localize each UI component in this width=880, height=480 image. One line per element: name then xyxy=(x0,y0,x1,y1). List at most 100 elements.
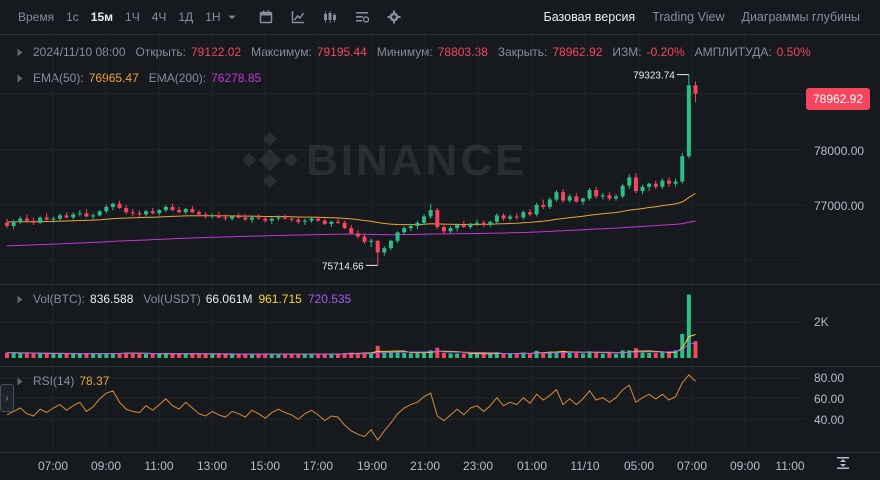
view-basic[interactable]: Базовая версия xyxy=(543,10,636,24)
time-tick: 07:00 xyxy=(676,459,708,473)
candle-body xyxy=(633,177,638,192)
candle-body xyxy=(402,228,407,233)
chevron-down-icon[interactable] xyxy=(227,10,237,24)
candle-body xyxy=(223,217,228,219)
time-tick: 07:00 xyxy=(37,459,69,473)
interval-1s[interactable]: 1с xyxy=(66,10,79,24)
volume-bar xyxy=(256,354,261,358)
sidebar-expand-handle[interactable]: › xyxy=(0,384,14,412)
candlestick-icon[interactable] xyxy=(323,10,337,24)
volume-bar xyxy=(680,333,685,358)
candle-body xyxy=(236,216,241,218)
volume-bar xyxy=(388,352,393,358)
volume-bar xyxy=(375,345,380,358)
amplitude-label: АМПЛИТУДА: xyxy=(694,45,772,59)
volume-bar xyxy=(355,353,360,358)
candle-body xyxy=(18,218,23,222)
time-label[interactable]: Время xyxy=(18,10,55,24)
high-low-markers: 79323.74 75714.66 xyxy=(322,71,689,272)
volume-bar xyxy=(104,353,109,358)
interval-1w[interactable]: 1Н xyxy=(205,10,221,24)
open-label: Открыть: xyxy=(135,45,186,59)
time-tick: 13:00 xyxy=(196,459,228,473)
candle-body xyxy=(5,222,9,226)
volume-bar xyxy=(110,353,115,358)
candle-body xyxy=(461,224,466,228)
volume-bar xyxy=(686,294,691,358)
volume-bar xyxy=(203,353,208,358)
time-tick: 05:00 xyxy=(623,459,655,473)
candle-body xyxy=(190,209,195,213)
price-chart[interactable]: BINANCE 79323.74 75714.66 xyxy=(0,0,880,452)
pane-divider xyxy=(0,284,880,285)
view-tradingview[interactable]: Trading View xyxy=(652,10,725,24)
volume-bar xyxy=(402,353,407,358)
candle-body xyxy=(249,217,254,220)
collapse-caret-icon[interactable] xyxy=(17,295,23,303)
time-tick: 09:00 xyxy=(90,459,122,473)
candle-body xyxy=(647,183,652,187)
interval-1h[interactable]: 1Ч xyxy=(125,10,140,24)
volume-bar xyxy=(547,351,552,358)
candle-body xyxy=(415,222,420,226)
candle-body xyxy=(527,212,532,215)
candle-body xyxy=(230,216,235,219)
candle-body xyxy=(203,214,208,217)
interval-4h[interactable]: 4Ч xyxy=(151,10,167,24)
candle-body xyxy=(256,217,261,219)
rsi-label: RSI(14) xyxy=(33,374,75,388)
list-settings-icon[interactable] xyxy=(355,10,369,24)
volume-bar xyxy=(527,353,532,358)
view-switcher: Базовая версия Trading View Диаграммы гл… xyxy=(544,0,860,34)
volume-bar xyxy=(336,354,340,358)
volume-bar xyxy=(289,354,294,358)
candle-body xyxy=(289,218,294,220)
candle-body xyxy=(600,195,605,197)
volume-bar xyxy=(693,341,698,358)
candle-body xyxy=(263,218,268,221)
volume-bars xyxy=(5,294,698,358)
candle-body xyxy=(534,204,539,215)
price-axis-label: 78000.00 xyxy=(814,144,865,158)
candle-body xyxy=(183,209,188,213)
vol-ma1-value: 961.715 xyxy=(258,292,302,306)
volume-bar xyxy=(117,353,122,358)
ema50-label: EMA(50): xyxy=(33,71,84,85)
candle-body xyxy=(580,198,585,202)
candle-body xyxy=(627,177,632,186)
volume-bar xyxy=(580,353,585,358)
indicator-chart-icon[interactable] xyxy=(291,10,305,24)
gear-icon[interactable] xyxy=(387,10,401,24)
candle-body xyxy=(296,219,301,222)
interval-1d[interactable]: 1Д xyxy=(178,10,194,24)
low-value: 78803.38 xyxy=(437,45,488,59)
candle-body xyxy=(276,217,281,219)
volume-bar xyxy=(64,353,69,358)
volume-bar xyxy=(329,353,334,358)
close-label: Закрыть: xyxy=(497,45,548,59)
axis-settings-icon[interactable] xyxy=(836,456,850,470)
volume-bar xyxy=(269,353,274,358)
volume-ma1-path xyxy=(7,334,696,355)
candle-body xyxy=(342,222,347,229)
volume-bar xyxy=(216,353,221,358)
candle-body xyxy=(667,180,671,184)
view-depth[interactable]: Диаграммы глубины xyxy=(741,10,860,24)
volume-bar xyxy=(124,352,129,358)
volume-bar xyxy=(31,353,36,358)
volume-bar xyxy=(514,353,519,358)
interval-15m[interactable]: 15м xyxy=(90,10,114,24)
rsi-info: RSI(14) 78.37 xyxy=(16,374,119,388)
candle-body xyxy=(322,220,327,224)
collapse-caret-icon[interactable] xyxy=(17,377,23,385)
vol-ma2-value: 720.535 xyxy=(307,292,352,306)
candle-body xyxy=(488,221,493,225)
volume-bar xyxy=(24,353,29,358)
volume-bar xyxy=(382,352,387,358)
calendar-icon[interactable] xyxy=(259,10,273,24)
volume-ma-lines xyxy=(7,334,696,355)
volume-bar xyxy=(309,354,314,358)
volume-bar xyxy=(130,353,135,358)
volume-bar xyxy=(415,353,420,358)
volume-bar xyxy=(600,353,605,358)
